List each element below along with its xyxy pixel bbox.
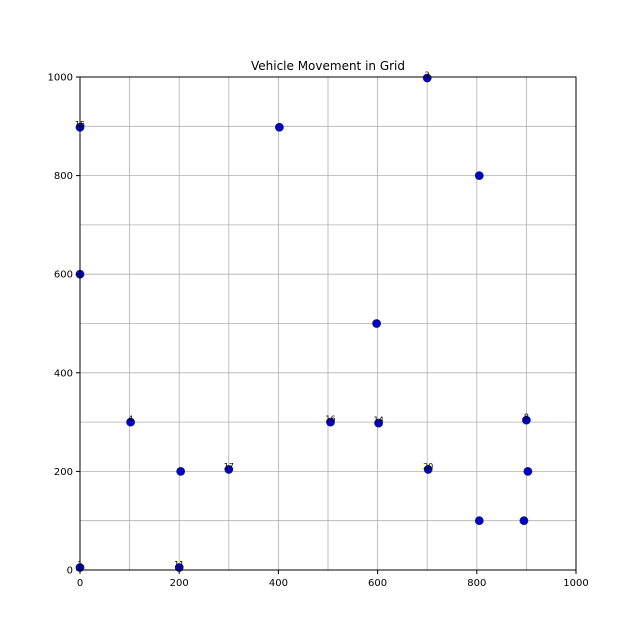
data-point xyxy=(372,319,382,328)
data-point xyxy=(423,465,433,474)
data-point xyxy=(474,171,484,181)
x-tick-label: 200 xyxy=(170,578,189,589)
data-point xyxy=(176,466,186,476)
data-point xyxy=(224,465,234,474)
y-tick-label: 600 xyxy=(54,270,73,281)
x-axis: 0 200 400 600 800 1000 xyxy=(77,570,589,589)
data-point xyxy=(519,516,529,526)
y-tick-label: 0 xyxy=(67,566,73,577)
y-axis: 0 200 400 600 800 1000 xyxy=(48,73,80,577)
data-point xyxy=(522,415,531,425)
data-point-label: 14 xyxy=(373,416,383,425)
plot-frame xyxy=(79,76,577,571)
x-tick-label: 400 xyxy=(269,578,288,589)
data-point xyxy=(326,417,335,427)
data-point-label: 4 xyxy=(128,415,133,424)
data-point xyxy=(274,122,284,132)
data-point-label: 16 xyxy=(325,415,335,424)
data-point-label: 17 xyxy=(224,462,234,471)
data-point-label: 20 xyxy=(423,462,433,471)
x-tick-label: 800 xyxy=(467,578,486,589)
data-point-label: 2 xyxy=(425,70,430,79)
data-point xyxy=(126,417,135,427)
x-tick-label: 600 xyxy=(368,578,387,589)
y-tick-label: 800 xyxy=(54,171,73,182)
x-tick-label: 1000 xyxy=(563,578,588,589)
x-tick-label: 0 xyxy=(77,578,83,589)
data-point xyxy=(422,73,432,83)
y-tick-label: 1000 xyxy=(48,73,73,84)
data-point xyxy=(523,466,533,476)
chart-title: Vehicle Movement in Grid xyxy=(251,59,405,73)
y-tick-label: 200 xyxy=(54,467,73,478)
data-point xyxy=(374,418,383,428)
y-tick-label: 400 xyxy=(54,368,73,379)
data-point-label: 8 xyxy=(524,413,529,422)
data-point xyxy=(474,516,484,526)
data-point-label: 11 xyxy=(174,560,184,569)
